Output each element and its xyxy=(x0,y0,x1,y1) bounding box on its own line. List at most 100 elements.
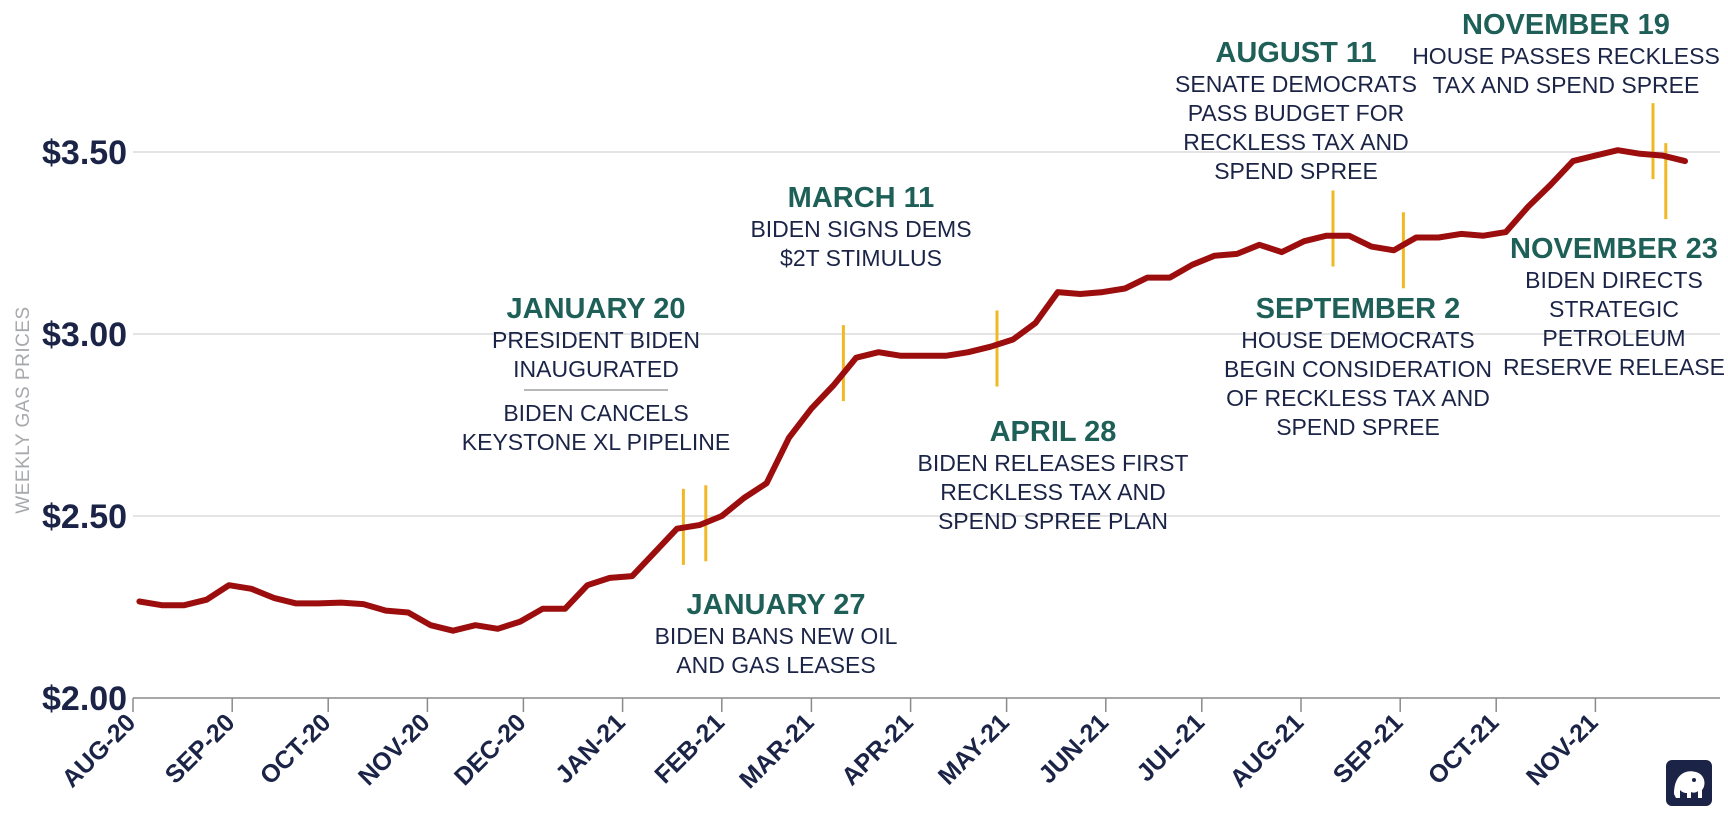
data-point-layer xyxy=(137,148,1687,633)
annotation-date: NOVEMBER 23 xyxy=(1510,233,1718,265)
data-point xyxy=(742,496,746,500)
data-point xyxy=(1347,234,1351,238)
data-point xyxy=(518,620,522,624)
x-tick-label: NOV-21 xyxy=(1521,708,1604,791)
data-point xyxy=(854,356,858,360)
data-point xyxy=(1616,148,1620,152)
data-point xyxy=(1414,236,1418,240)
data-point xyxy=(205,598,209,602)
annotation-text: PASS BUDGET FOR xyxy=(1188,100,1404,126)
data-point xyxy=(1526,205,1530,209)
annotation-text: RESERVE RELEASE xyxy=(1503,354,1725,380)
data-point xyxy=(361,602,365,606)
data-point xyxy=(1661,154,1665,158)
data-point xyxy=(182,603,186,607)
y-tick-label: $2.00 xyxy=(42,680,127,718)
data-point xyxy=(563,607,567,611)
x-tick-label: JUN-21 xyxy=(1033,708,1114,789)
x-tick-label: SEP-20 xyxy=(160,708,241,789)
data-point xyxy=(944,354,948,358)
data-point xyxy=(1459,232,1463,236)
annotation-date: MARCH 11 xyxy=(788,182,935,214)
annotation-text: PRESIDENT BIDEN xyxy=(492,327,700,353)
x-tick-label: FEB-21 xyxy=(649,708,730,789)
data-point xyxy=(1190,263,1194,267)
data-point xyxy=(585,583,589,587)
data-point xyxy=(541,607,545,611)
data-point xyxy=(1593,154,1597,158)
data-point xyxy=(787,436,791,440)
data-point xyxy=(1302,239,1306,243)
data-point xyxy=(966,350,970,354)
annotation-date: JANUARY 20 xyxy=(507,293,686,325)
data-point xyxy=(1145,276,1149,280)
data-point xyxy=(1325,234,1329,238)
data-point xyxy=(496,627,500,631)
data-point xyxy=(675,527,679,531)
x-tick-label: AUG-21 xyxy=(1225,708,1310,793)
annotation-text: BIDEN RELEASES FIRST xyxy=(918,450,1189,476)
data-point xyxy=(227,583,231,587)
data-point xyxy=(317,601,321,605)
data-point xyxy=(1056,290,1060,294)
data-point xyxy=(832,383,836,387)
annotation-text: $2T STIMULUS xyxy=(780,245,942,271)
y-tick-label: $2.50 xyxy=(42,498,127,536)
data-point xyxy=(1683,159,1687,163)
data-point xyxy=(877,350,881,354)
data-point xyxy=(1571,159,1575,163)
data-point xyxy=(1235,252,1239,256)
data-point xyxy=(608,576,612,580)
elephant-logo-icon xyxy=(1666,760,1712,806)
data-point xyxy=(809,407,813,411)
y-tick-label: $3.50 xyxy=(42,134,127,172)
x-tick-label: OCT-20 xyxy=(255,708,337,790)
x-tick-label: NOV-20 xyxy=(353,708,436,791)
annotation-date: NOVEMBER 19 xyxy=(1462,9,1670,41)
annotation-date: SEPTEMBER 2 xyxy=(1256,293,1461,325)
data-point xyxy=(473,623,477,627)
annotation-text: INAUGURATED xyxy=(513,356,679,382)
annotation-text: BIDEN CANCELS xyxy=(503,400,688,426)
data-point xyxy=(1033,321,1037,325)
annotation-text: HOUSE PASSES RECKLESS xyxy=(1412,43,1720,69)
annotation-text: SPEND SPREE xyxy=(1214,158,1378,184)
x-tick-label: APR-21 xyxy=(836,708,919,791)
x-tick-label: MAR-21 xyxy=(734,708,820,794)
annotation-text: TAX AND SPEND SPREE xyxy=(1433,72,1700,98)
annotation-date: AUGUST 11 xyxy=(1215,37,1376,69)
data-point xyxy=(1168,276,1172,280)
data-point xyxy=(451,629,455,633)
data-point xyxy=(1213,254,1217,258)
x-tick-label: JUL-21 xyxy=(1131,708,1210,787)
data-point xyxy=(339,601,343,605)
grid-layer xyxy=(133,151,1720,517)
data-point xyxy=(1392,248,1396,252)
annotation-text: BIDEN SIGNS DEMS xyxy=(750,216,971,242)
y-axis-label: WEEKLY GAS PRICES xyxy=(13,306,34,513)
x-tick-label: SEP-21 xyxy=(1328,708,1409,789)
data-point xyxy=(406,610,410,614)
data-point xyxy=(899,354,903,358)
x-tick-label: AUG-20 xyxy=(57,708,142,793)
data-point xyxy=(1437,236,1441,240)
data-point xyxy=(1369,245,1373,249)
data-point xyxy=(1123,287,1127,290)
annotation-text: BEGIN CONSIDERATION xyxy=(1224,356,1492,382)
y-tick-label: $3.00 xyxy=(42,316,127,354)
annotation-text: OF RECKLESS TAX AND xyxy=(1226,385,1490,411)
data-point xyxy=(989,345,993,349)
event-marker-layer xyxy=(681,103,1668,565)
data-point xyxy=(1257,243,1261,247)
data-point xyxy=(697,523,701,527)
annotation-date: APRIL 28 xyxy=(990,416,1117,448)
annotation-date: JANUARY 27 xyxy=(687,589,866,621)
data-point xyxy=(1011,337,1015,341)
data-point xyxy=(1078,292,1082,296)
x-tick-label: JAN-21 xyxy=(550,708,631,789)
